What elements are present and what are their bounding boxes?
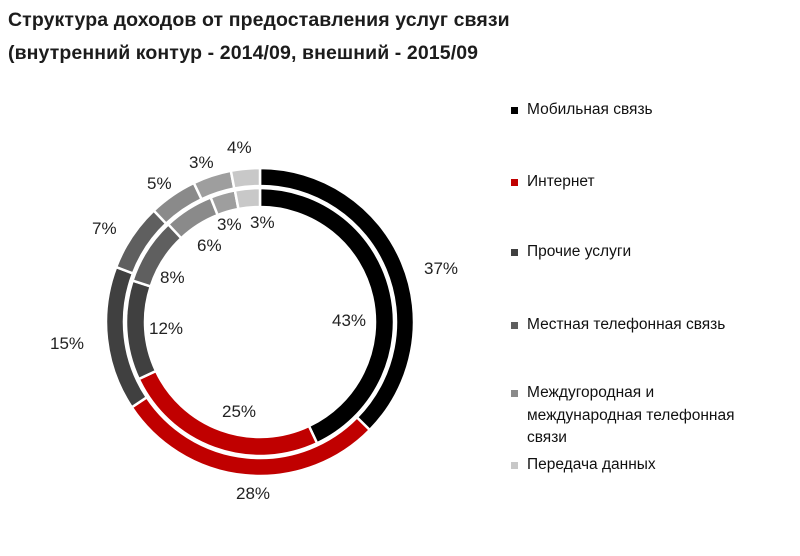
legend-label: Мобильная связь [527, 101, 653, 118]
legend-label: Междугородная и международная телефонная… [527, 384, 735, 446]
legend-item-data-transfer[interactable]: Передача данных [511, 454, 797, 477]
outer-label-longdistance-2: 3% [189, 153, 214, 172]
inner-label-local: 8% [160, 268, 185, 287]
inner-label-data: 3% [250, 213, 275, 232]
inner-label-longdistance: 6% [197, 236, 222, 255]
legend-label: Прочие услуги [527, 243, 632, 260]
legend-item-local-phone[interactable]: Местная телефонная связь [511, 314, 797, 337]
outer-label-local: 7% [92, 219, 117, 238]
legend-item-internet[interactable]: Интернет [511, 171, 797, 194]
donut-labels: 37% 28% 15% 7% 5% 3% 4% 43% 25% 12% 8% 6… [50, 138, 458, 503]
legend-item-other[interactable]: Прочие услуги [511, 241, 797, 264]
legend-item-long-distance[interactable]: Междугородная и международная телефонная… [511, 382, 797, 450]
legend-item-mobile[interactable]: Мобильная связь [511, 99, 797, 122]
legend-swatch-icon [511, 322, 518, 329]
inner-segment-data-transfer [233, 186, 262, 211]
outer-label-mobile: 37% [424, 259, 458, 278]
legend-swatch-icon [511, 390, 518, 397]
inner-label-other: 12% [149, 319, 183, 338]
outer-segment-data-transfer [229, 166, 262, 190]
legend-label: Местная телефонная связь [527, 316, 726, 333]
legend-swatch-icon [511, 249, 518, 256]
outer-label-longdistance: 5% [147, 174, 172, 193]
outer-label-internet: 28% [236, 484, 270, 503]
inner-label-mobile: 43% [332, 311, 366, 330]
outer-label-data: 4% [227, 138, 252, 157]
legend-swatch-icon [511, 462, 518, 469]
legend-swatch-icon [511, 107, 518, 114]
chart-title-line2: (внутренний контур - 2014/09, внешний - … [8, 42, 479, 64]
inner-label-longdistance-2: 3% [217, 215, 242, 234]
inner-label-internet: 25% [222, 402, 256, 421]
legend-label: Интернет [527, 173, 595, 190]
legend-label: Передача данных [527, 456, 656, 473]
chart-title-line1: Структура доходов от предоставления услу… [8, 9, 510, 31]
outer-label-other: 15% [50, 334, 84, 353]
donut-rings [104, 166, 416, 478]
legend-swatch-icon [511, 179, 518, 186]
